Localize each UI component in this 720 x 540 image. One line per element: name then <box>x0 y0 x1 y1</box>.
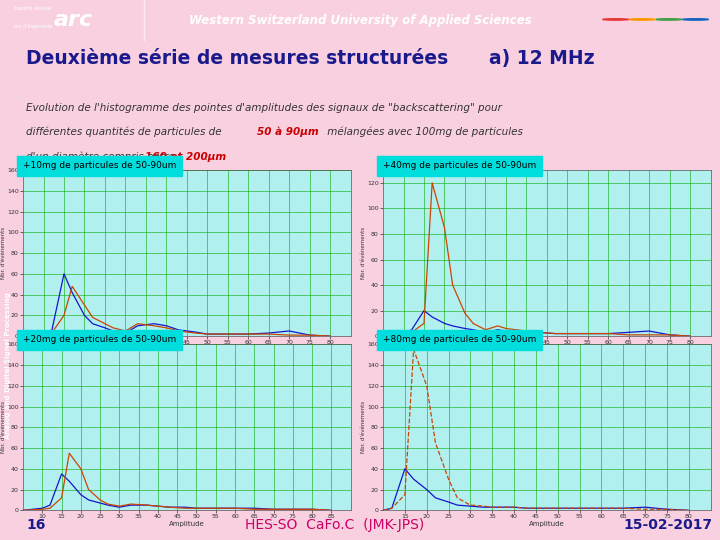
Y-axis label: Nbr. d'événements: Nbr. d'événements <box>361 401 366 454</box>
Text: 15-02-2017: 15-02-2017 <box>624 518 713 532</box>
Text: +10mg de particules de 50-90um: +10mg de particules de 50-90um <box>23 161 176 170</box>
Text: +80mg de particules de 50-90um: +80mg de particules de 50-90um <box>383 335 536 345</box>
Text: Analog and Digital Signal Processing: Analog and Digital Signal Processing <box>5 292 11 438</box>
Y-axis label: Nbr. d'événements: Nbr. d'événements <box>361 227 366 279</box>
Circle shape <box>629 19 655 20</box>
Text: haute école: haute école <box>14 6 52 11</box>
Text: .: . <box>204 152 207 161</box>
Circle shape <box>603 19 629 20</box>
X-axis label: Amplitude: Amplitude <box>169 347 204 353</box>
X-axis label: Amplitude: Amplitude <box>529 347 564 353</box>
X-axis label: Amplitude: Amplitude <box>529 521 564 527</box>
Y-axis label: Nbr. d'événements: Nbr. d'événements <box>1 401 6 454</box>
Text: Evolution de l'histogramme des pointes d'amplitudes des signaux de "backscatteri: Evolution de l'histogramme des pointes d… <box>27 103 503 113</box>
Text: 16: 16 <box>27 518 46 532</box>
Text: arc: arc <box>54 10 94 30</box>
Text: Deuxième série de mesures structurées: Deuxième série de mesures structurées <box>27 49 449 68</box>
Text: différentes quantités de particules de: différentes quantités de particules de <box>27 127 225 137</box>
Text: +40mg de particules de 50-90um: +40mg de particules de 50-90um <box>383 161 536 170</box>
Text: Western Switzerland University of Applied Sciences: Western Switzerland University of Applie… <box>189 14 531 27</box>
X-axis label: Amplitude: Amplitude <box>169 521 204 527</box>
Text: a) 12 MHz: a) 12 MHz <box>489 49 595 68</box>
Text: d'un diamètre compris entre: d'un diamètre compris entre <box>27 152 179 162</box>
Circle shape <box>656 19 682 20</box>
Text: 160 et 200µm: 160 et 200µm <box>145 152 226 161</box>
Text: arc d'ingénierie: arc d'ingénierie <box>14 24 53 29</box>
Text: 50 à 90µm: 50 à 90µm <box>257 127 319 137</box>
Text: +20mg de particules de 50-90um: +20mg de particules de 50-90um <box>23 335 176 345</box>
Text: mélangées avec 100mg de particules: mélangées avec 100mg de particules <box>324 127 523 137</box>
Text: HES-SO  CaFo.C  (JMK-JPS): HES-SO CaFo.C (JMK-JPS) <box>245 518 424 532</box>
Y-axis label: Nbr. d'événements: Nbr. d'événements <box>1 227 6 279</box>
Circle shape <box>683 19 708 20</box>
